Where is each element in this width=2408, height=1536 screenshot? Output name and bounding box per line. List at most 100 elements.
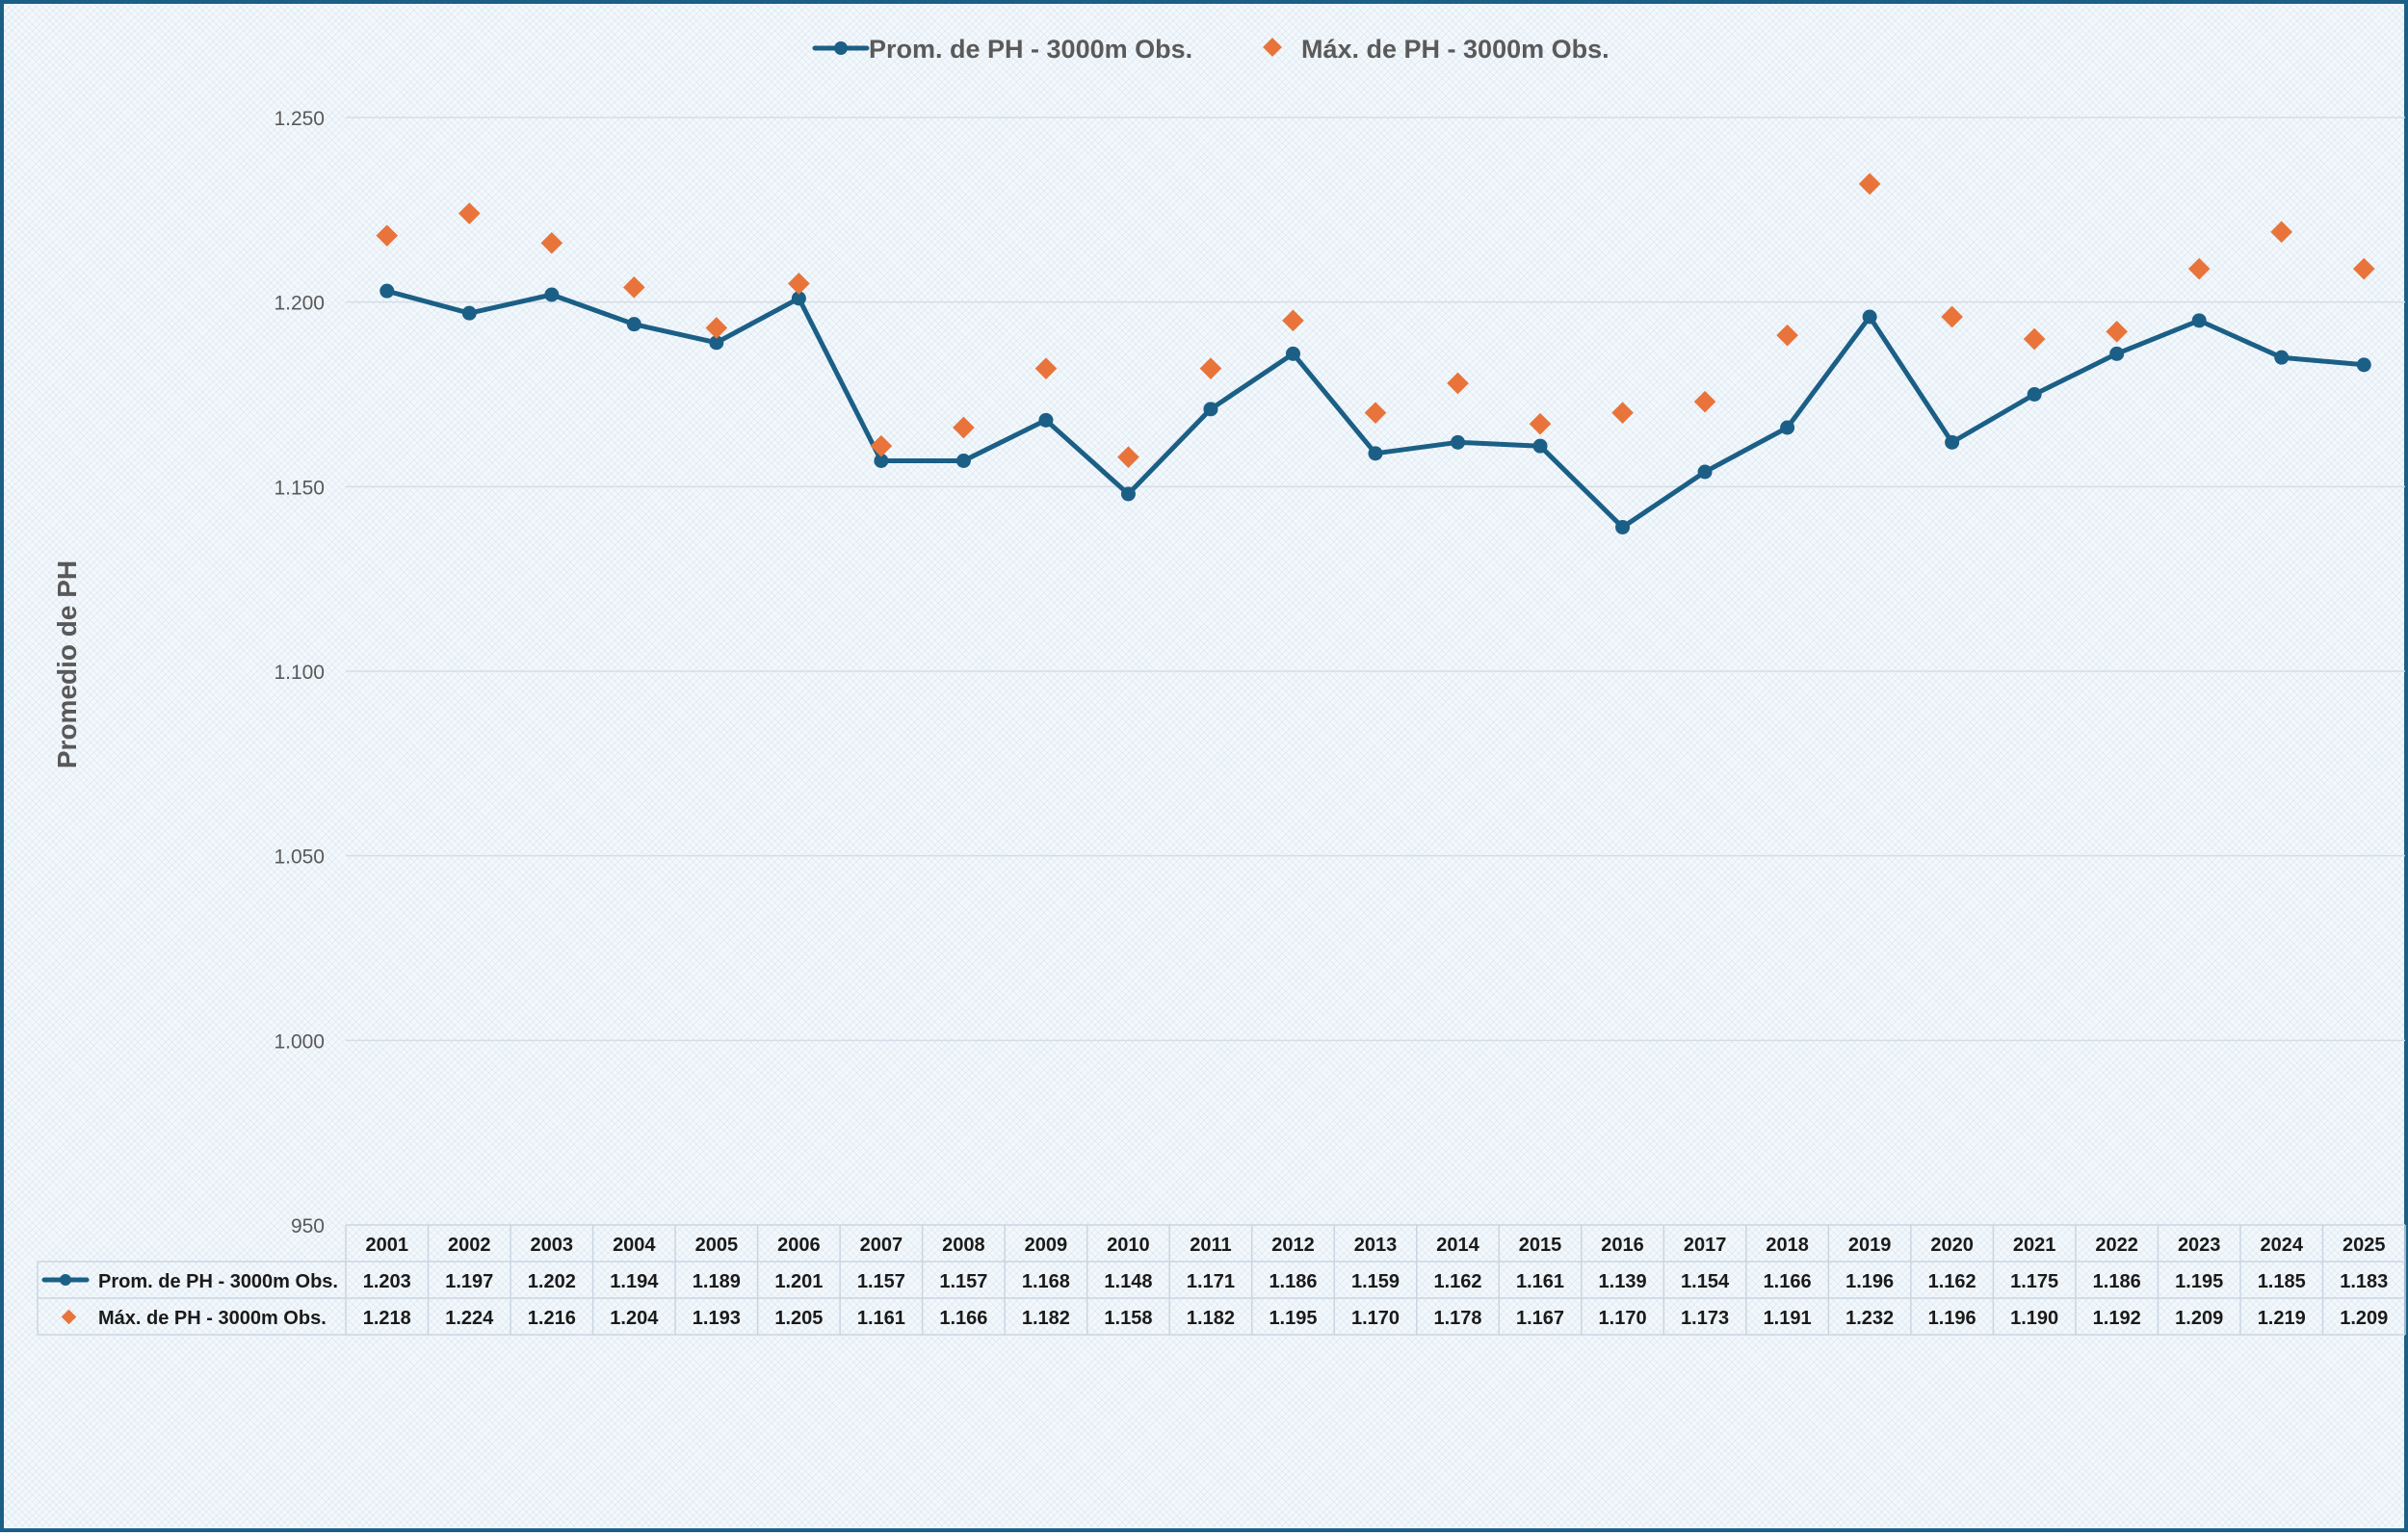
table-cell: 1.173 [1681, 1308, 1729, 1329]
table-cell: 1.203 [363, 1271, 411, 1292]
table-cell: 1.162 [1928, 1271, 1976, 1292]
table-cell: 1.205 [774, 1308, 823, 1329]
table-cell: 1.178 [1433, 1308, 1481, 1329]
table-cell: 1.183 [2340, 1271, 2388, 1292]
table-cell: 1.202 [528, 1271, 576, 1292]
legend-dot-icon [834, 41, 848, 55]
y-tick-label: 1.100 [274, 662, 325, 684]
data-point-max [376, 224, 399, 247]
data-point-prom [1203, 402, 1218, 417]
table-cell: 1.159 [1351, 1271, 1400, 1292]
x-tick-label: 2023 [2178, 1235, 2221, 1256]
table-key-dot-icon [60, 1274, 71, 1286]
data-point-prom [1038, 412, 1054, 428]
data-point-max [1693, 390, 1716, 413]
chart: 950 1.000 1.050 1.100 1.150 1.200 1.250 Promed… [37, 35, 2406, 1336]
data-point-prom [1780, 420, 1795, 435]
data-point-max [1364, 402, 1387, 424]
table-cell: 1.193 [693, 1308, 741, 1329]
table-cell: 1.171 [1187, 1271, 1235, 1292]
y-tick-label: 950 [291, 1215, 325, 1237]
table-cell: 1.161 [1516, 1271, 1564, 1292]
data-table: 2001 2002 2003 2004 2005 2006 2007 2008 2009 2010… [37, 1224, 2406, 1336]
table-cell: 1.194 [610, 1271, 659, 1292]
x-tick-label: 2015 [1519, 1235, 1562, 1256]
table-cell: 1.192 [2093, 1308, 2141, 1329]
data-point-prom [791, 291, 806, 306]
gridlines [346, 117, 2405, 1042]
data-point-max [1447, 372, 1469, 395]
table-cell: 1.209 [2175, 1308, 2223, 1329]
data-point-max [1858, 172, 1881, 195]
data-point-prom [1451, 434, 1466, 450]
x-tick-label: 2009 [1025, 1235, 1068, 1256]
x-tick-label: 2022 [2095, 1235, 2138, 1256]
data-point-prom [1697, 464, 1713, 480]
table-cell: 1.175 [2010, 1271, 2058, 1292]
legend-item-prom: Prom. de PH - 3000m Obs. [812, 35, 1192, 64]
x-tick-label: 2024 [2260, 1235, 2303, 1256]
y-tick-label: 1.200 [274, 293, 325, 315]
data-point-prom [709, 335, 724, 351]
y-axis-label: Promedio de PH [52, 560, 82, 768]
data-point-prom [1120, 486, 1136, 502]
data-point-prom [1532, 438, 1548, 454]
data-point-prom [1615, 520, 1631, 534]
data-point-max [1611, 402, 1634, 424]
legend-label-prom: Prom. de PH - 3000m Obs. [869, 35, 1192, 64]
data-point-prom [1945, 434, 1960, 450]
data-point-max [953, 416, 975, 439]
table-cell: 1.157 [939, 1271, 987, 1292]
x-tick-label: 2008 [942, 1235, 985, 1256]
x-tick-label: 2010 [1107, 1235, 1150, 1256]
table-cell: 1.190 [2010, 1308, 2058, 1329]
y-tick-label: 1.250 [274, 108, 325, 130]
data-point-prom [544, 287, 560, 302]
table-cell: 1.209 [2340, 1308, 2388, 1329]
table-cell: 1.186 [2093, 1271, 2141, 1292]
table-cell: 1.161 [857, 1308, 905, 1329]
table-cell: 1.195 [2175, 1271, 2223, 1292]
series-layer [376, 172, 2375, 534]
table-cell: 1.232 [1845, 1308, 1894, 1329]
x-tick-label: 2006 [777, 1235, 821, 1256]
table-cell: 1.197 [445, 1271, 493, 1292]
y-tick-label: 1.050 [274, 846, 325, 869]
data-point-max [458, 202, 481, 224]
table-cell: 1.170 [1599, 1308, 1647, 1329]
table-cell: 1.196 [1928, 1308, 1976, 1329]
x-tick-label: 2013 [1354, 1235, 1398, 1256]
y-axis: 950 1.000 1.050 1.100 1.150 1.200 1.250 [274, 108, 325, 1237]
table-cell: 1.157 [857, 1271, 905, 1292]
table-cell: 1.196 [1845, 1271, 1894, 1292]
legend-diamond-icon [1263, 38, 1282, 57]
table-cell: 1.167 [1516, 1308, 1564, 1329]
table-cell: 1.186 [1269, 1271, 1317, 1292]
x-tick-label: 2001 [366, 1235, 409, 1256]
x-tick-label: 2021 [2013, 1235, 2056, 1256]
data-point-prom [626, 317, 641, 332]
data-point-max [2106, 321, 2128, 343]
table-row-label: Máx. de PH - 3000m Obs. [98, 1308, 327, 1329]
x-tick-label: 2017 [1684, 1235, 1727, 1256]
x-tick-label: 2012 [1271, 1235, 1315, 1256]
data-point-max [623, 276, 645, 299]
table-cell: 1.148 [1104, 1271, 1152, 1292]
table-cell: 1.168 [1022, 1271, 1070, 1292]
data-point-max [870, 434, 893, 457]
data-point-max [1034, 357, 1058, 379]
table-cell: 1.195 [1269, 1308, 1317, 1329]
data-point-max [1282, 309, 1304, 332]
data-point-prom [1862, 309, 1877, 325]
table-cell: 1.189 [693, 1271, 741, 1292]
table-cell: 1.216 [528, 1308, 576, 1329]
data-point-max [788, 273, 810, 295]
table-cell: 1.139 [1599, 1271, 1647, 1292]
x-tick-label: 2019 [1848, 1235, 1892, 1256]
table-cell: 1.201 [774, 1271, 823, 1292]
x-tick-label: 2025 [2343, 1235, 2386, 1256]
data-point-max [2187, 257, 2211, 280]
data-point-max [2270, 221, 2293, 244]
table-cell: 1.166 [1764, 1271, 1812, 1292]
legend: Prom. de PH - 3000m Obs. Máx. de PH - 30… [812, 35, 1610, 64]
